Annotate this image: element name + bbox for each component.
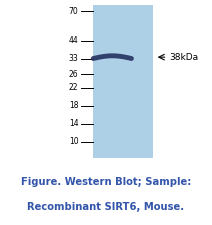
Text: 10: 10 (69, 137, 78, 146)
Bar (93, 4, 153, 158)
Text: 70: 70 (69, 7, 78, 16)
Text: Recombinant SIRT6, Mouse.: Recombinant SIRT6, Mouse. (27, 202, 185, 212)
Text: 18: 18 (69, 101, 78, 110)
Text: 22: 22 (69, 83, 78, 92)
Text: 26: 26 (69, 70, 78, 79)
Text: 38kDa: 38kDa (170, 53, 199, 62)
Text: 44: 44 (69, 36, 78, 45)
Text: Figure. Western Blot; Sample:: Figure. Western Blot; Sample: (21, 177, 191, 187)
Text: 14: 14 (69, 119, 78, 128)
Text: 33: 33 (69, 54, 78, 63)
